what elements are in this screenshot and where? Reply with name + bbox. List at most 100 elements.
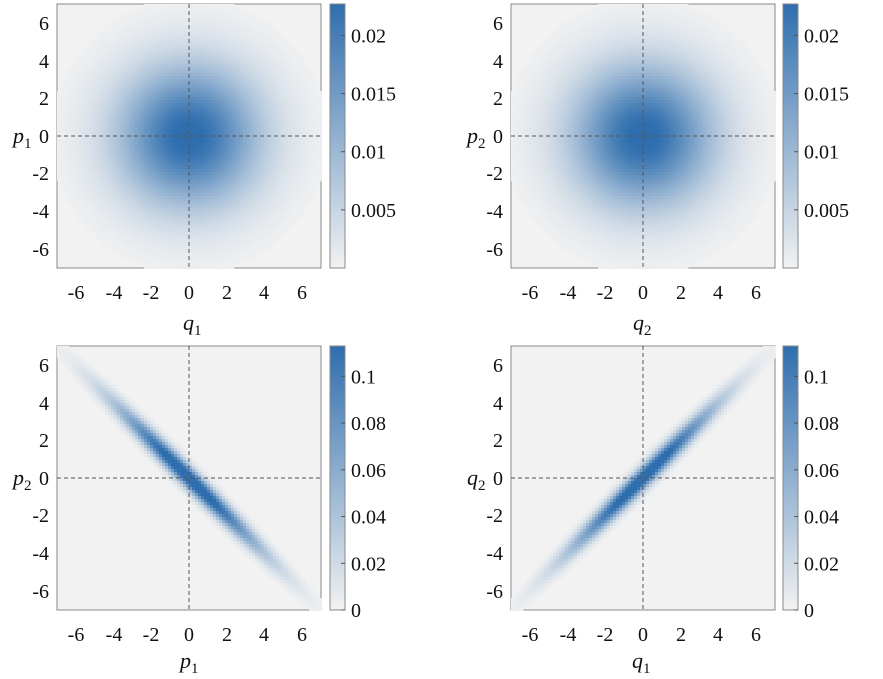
heatmap-cell	[213, 154, 217, 158]
heatmap-cell	[216, 208, 220, 212]
heatmap-cell	[168, 142, 172, 146]
heatmap-cell	[222, 73, 226, 77]
heatmap-cell	[123, 106, 127, 110]
heatmap-cell	[90, 223, 94, 227]
heatmap-cell	[213, 178, 217, 182]
heatmap-cell	[243, 91, 247, 95]
heatmap-cell	[207, 103, 211, 107]
heatmap-cell	[225, 37, 229, 41]
heatmap-cell	[135, 25, 139, 29]
heatmap-cell	[246, 31, 250, 35]
heatmap-cell	[57, 178, 61, 182]
heatmap-cell	[114, 58, 118, 62]
heatmap-cell	[138, 133, 142, 137]
heatmap-cell	[225, 43, 229, 47]
heatmap-cell	[96, 199, 100, 203]
heatmap-cell	[78, 130, 82, 134]
heatmap-cell	[159, 103, 163, 107]
heatmap-cell	[141, 13, 145, 17]
heatmap-cell	[153, 106, 157, 110]
heatmap-cell	[225, 199, 229, 203]
heatmap-cell	[114, 166, 118, 170]
heatmap-cell	[135, 205, 139, 209]
heatmap-cell	[90, 64, 94, 68]
heatmap-cell	[60, 166, 64, 170]
heatmap-cell	[168, 112, 172, 116]
heatmap-cell	[63, 181, 67, 185]
heatmap-cell	[126, 199, 130, 203]
heatmap-cell	[228, 148, 232, 152]
heatmap-cell	[117, 106, 121, 110]
heatmap-cell	[207, 106, 211, 110]
heatmap-cell	[69, 148, 73, 152]
heatmap-cell	[231, 247, 235, 251]
heatmap-cell	[246, 43, 250, 47]
heatmap-cell	[129, 118, 133, 122]
heatmap-cell	[126, 217, 130, 221]
heatmap-cell	[96, 43, 100, 47]
heatmap-cell	[183, 223, 187, 227]
heatmap-cell	[108, 226, 112, 230]
heatmap-cell	[186, 91, 190, 95]
heatmap-cell	[180, 220, 184, 224]
heatmap-cell	[135, 100, 139, 104]
heatmap-cell	[186, 10, 190, 14]
heatmap-cell	[150, 70, 154, 74]
heatmap-cell	[210, 79, 214, 83]
heatmap-cell	[231, 16, 235, 20]
heatmap-cell	[150, 106, 154, 110]
heatmap-cell	[117, 25, 121, 29]
heatmap-cell	[222, 34, 226, 38]
heatmap-cell	[126, 88, 130, 92]
heatmap-cell	[156, 52, 160, 56]
heatmap-cell	[123, 163, 127, 167]
heatmap-cell	[168, 205, 172, 209]
heatmap-cell	[210, 178, 214, 182]
heatmap-cell	[246, 79, 250, 83]
heatmap-cell	[183, 46, 187, 50]
heatmap-cell	[75, 211, 79, 215]
heatmap-cell	[174, 193, 178, 197]
heatmap-cell	[153, 238, 157, 242]
heatmap-cell	[120, 43, 124, 47]
heatmap-cell	[207, 88, 211, 92]
heatmap-cell	[141, 232, 145, 236]
heatmap-cell	[138, 163, 142, 167]
heatmap-cell	[201, 34, 205, 38]
heatmap-cell	[102, 190, 106, 194]
heatmap-cell	[204, 34, 208, 38]
heatmap-cell	[177, 4, 181, 8]
heatmap-cell	[144, 244, 148, 248]
heatmap-cell	[201, 199, 205, 203]
heatmap-cell	[198, 169, 202, 173]
heatmap-cell	[66, 76, 70, 80]
heatmap-cell	[153, 160, 157, 164]
heatmap-cell	[207, 220, 211, 224]
heatmap-cell	[204, 265, 208, 269]
heatmap-cell	[99, 64, 103, 68]
heatmap-cell	[180, 223, 184, 227]
heatmap-cell	[234, 49, 238, 53]
heatmap-cell	[198, 130, 202, 134]
heatmap-cell	[132, 157, 136, 161]
heatmap-cell	[144, 34, 148, 38]
heatmap-cell	[69, 103, 73, 107]
heatmap-cell	[180, 184, 184, 188]
heatmap-cell	[132, 220, 136, 224]
heatmap-cell	[180, 25, 184, 29]
heatmap-cell	[93, 94, 97, 98]
heatmap-cell	[141, 187, 145, 191]
heatmap-cell	[141, 166, 145, 170]
heatmap-cell	[123, 31, 127, 35]
heatmap-cell	[183, 10, 187, 14]
heatmap-cell	[201, 79, 205, 83]
heatmap-cell	[168, 220, 172, 224]
heatmap-cell	[237, 64, 241, 68]
heatmap-cell	[189, 31, 193, 35]
heatmap-cell	[207, 187, 211, 191]
heatmap-cell	[144, 184, 148, 188]
heatmap-cell	[147, 25, 151, 29]
heatmap-cell	[195, 25, 199, 29]
heatmap-cell	[210, 13, 214, 17]
heatmap-cell	[228, 205, 232, 209]
